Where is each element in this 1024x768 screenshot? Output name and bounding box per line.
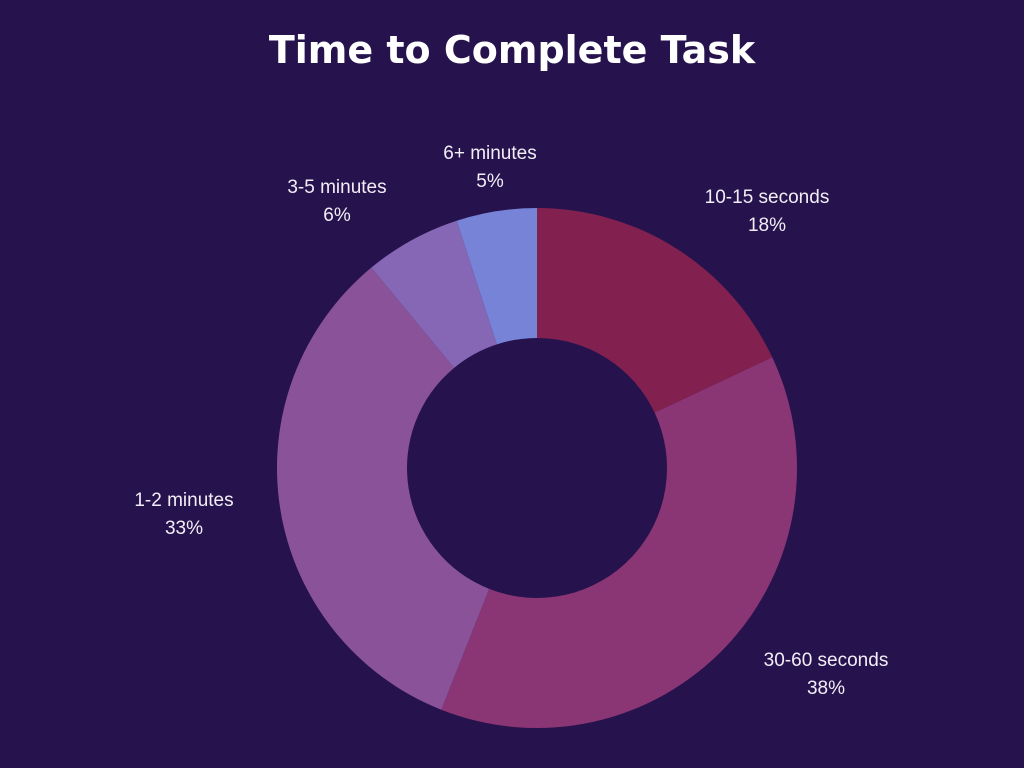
- slice-name: 3-5 minutes: [287, 177, 387, 198]
- label-6-plus-minutes: 6+ minutes 5%: [390, 140, 590, 196]
- slice-6-minutes: [456, 208, 537, 345]
- label-3-5-minutes: 3-5 minutes 6%: [237, 174, 437, 230]
- slice-percent: 18%: [747, 215, 787, 236]
- slice-name: 1-2 minutes: [134, 490, 234, 511]
- slice-percent: 5%: [476, 171, 504, 192]
- slice-name: 6+ minutes: [443, 143, 537, 164]
- label-30-60-seconds: 30-60 seconds 38%: [726, 647, 926, 703]
- slice-percent: 33%: [164, 518, 204, 539]
- slice-name: 30-60 seconds: [763, 650, 889, 671]
- label-1-2-minutes: 1-2 minutes 33%: [84, 487, 284, 543]
- slice-name: 10-15 seconds: [704, 187, 830, 208]
- slice-1-2-minutes: [277, 267, 490, 710]
- slice-percent: 38%: [806, 678, 846, 699]
- slice-10-15-seconds: [537, 208, 773, 413]
- chart-title: Time to Complete Task: [268, 28, 756, 72]
- label-10-15-seconds: 10-15 seconds 18%: [667, 184, 867, 240]
- slice-percent: 6%: [323, 205, 351, 226]
- slice-3-5-minutes: [371, 220, 497, 368]
- slice-30-60-seconds: [441, 357, 797, 728]
